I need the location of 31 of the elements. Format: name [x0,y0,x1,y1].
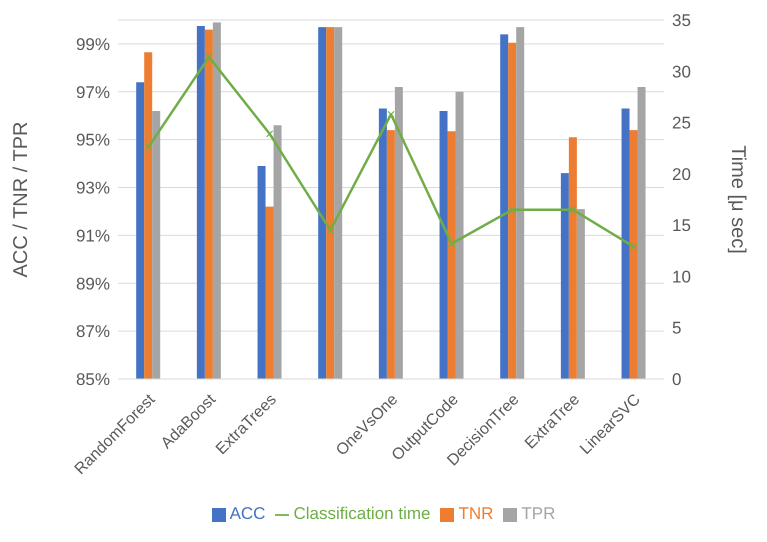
point [266,130,274,138]
y2-tick-label: 15 [672,216,691,236]
point [144,144,152,151]
legend-label: Classification time [293,504,430,523]
point [326,226,334,234]
y-tick-label: 95% [76,130,110,150]
y-tick-label: 85% [76,370,110,390]
legend-label: TPR [521,504,556,523]
y2-tick-label: 25 [672,114,691,133]
y-tick-label: 97% [76,82,110,102]
point [630,243,638,250]
y2-tick-label: 5 [672,318,682,338]
y2-axis-title: Time [μ sec] [726,145,749,254]
y-axis-title: ACC / TNR / TPR [10,122,32,278]
y2-tick-label: 0 [672,370,682,390]
y-tick-label: 87% [76,322,110,342]
legend-label: TNR [458,504,494,523]
point [205,53,213,61]
y2-tick-label: 10 [672,267,691,286]
y-tick-label: 99% [76,34,110,54]
legend-label: ACC [230,504,266,523]
point [569,206,577,214]
y2-tick-label: 35 [672,11,691,30]
y-tick-label: 93% [76,178,110,198]
point [387,110,395,118]
y2-tick-label: 30 [672,62,691,82]
y-tick-label: 91% [76,226,110,246]
y2-tick-label: 20 [672,164,691,184]
point [448,240,456,248]
y-tick-label: 89% [76,274,110,294]
point [508,206,516,214]
